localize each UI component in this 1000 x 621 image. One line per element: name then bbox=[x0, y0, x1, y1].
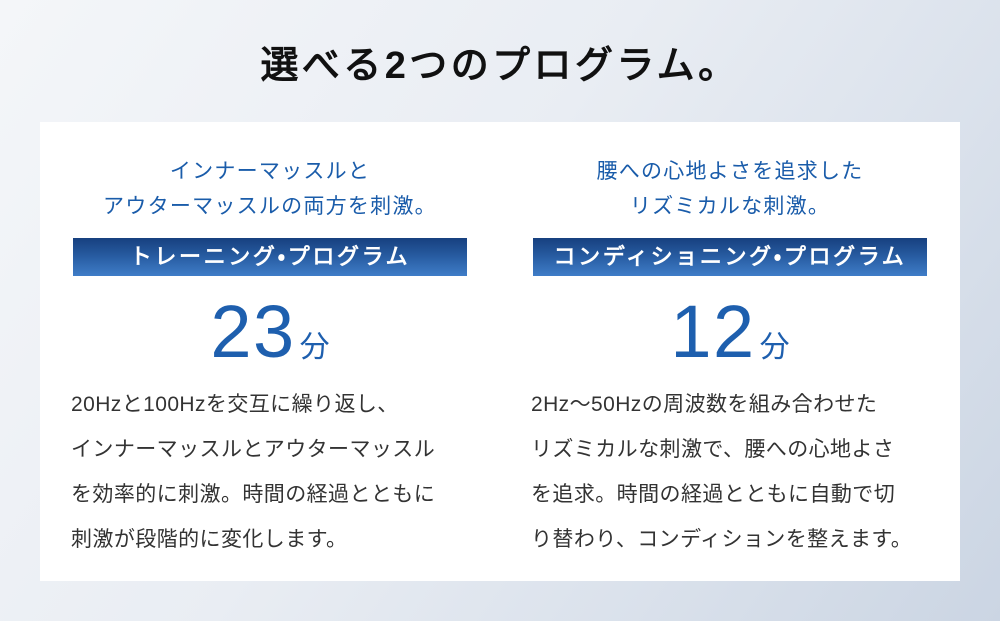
conditioning-duration-unit: 分 bbox=[759, 331, 790, 364]
conditioning-description: 2Hz～50Hzの周波数を組み合わせた リズミカルな刺激で、腰への心地よさ を追… bbox=[531, 393, 913, 551]
conditioning-headline: 腰への心地よさを追求した リズミカルな刺激。 bbox=[596, 160, 864, 218]
program-column-conditioning: 腰への心地よさを追求した リズミカルな刺激。 コンディショニング・プログラム 1… bbox=[500, 122, 960, 581]
training-description: 20Hzと100Hzを交互に繰り返し、 インナーマッスルとアウターマッスル を効… bbox=[71, 393, 436, 551]
training-duration-unit: 分 bbox=[299, 331, 330, 364]
conditioning-duration: 12 分 bbox=[670, 290, 790, 373]
page-title: 選べる2つのプログラム。 bbox=[260, 45, 740, 87]
training-program-banner: トレーニング・プログラム bbox=[73, 238, 467, 276]
training-duration-value: 23 bbox=[210, 290, 296, 373]
conditioning-duration-value: 12 bbox=[670, 290, 756, 373]
training-duration: 23 分 bbox=[210, 290, 330, 373]
programs-card: インナーマッスルと アウターマッスルの両方を刺激。 トレーニング・プログラム 2… bbox=[40, 122, 960, 581]
training-headline: インナーマッスルと アウターマッスルの両方を刺激。 bbox=[103, 160, 437, 218]
conditioning-program-banner: コンディショニング・プログラム bbox=[533, 238, 927, 276]
program-column-training: インナーマッスルと アウターマッスルの両方を刺激。 トレーニング・プログラム 2… bbox=[40, 122, 500, 581]
